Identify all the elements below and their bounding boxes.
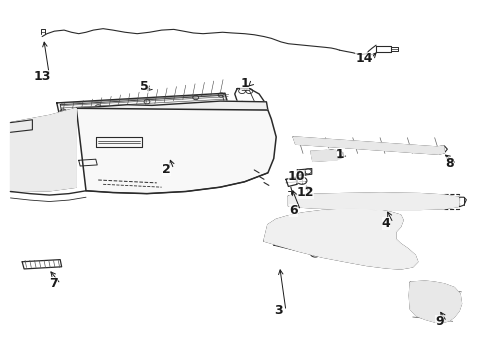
Polygon shape — [76, 108, 276, 194]
Text: 13: 13 — [33, 69, 51, 82]
Polygon shape — [288, 193, 458, 210]
Text: 12: 12 — [296, 186, 314, 199]
Polygon shape — [10, 108, 76, 192]
Text: 8: 8 — [444, 157, 453, 170]
Polygon shape — [57, 93, 228, 118]
Polygon shape — [408, 281, 461, 323]
Polygon shape — [264, 210, 417, 269]
Text: 4: 4 — [381, 216, 389, 230]
Text: 9: 9 — [434, 315, 443, 328]
Text: 5: 5 — [140, 80, 149, 93]
Polygon shape — [76, 101, 267, 115]
Text: 7: 7 — [49, 278, 58, 291]
Text: 6: 6 — [288, 204, 297, 217]
Text: 3: 3 — [274, 305, 283, 318]
Text: 14: 14 — [354, 51, 372, 64]
Text: 2: 2 — [162, 163, 170, 176]
Text: 11: 11 — [327, 148, 344, 161]
Text: 10: 10 — [287, 170, 305, 183]
Polygon shape — [310, 150, 336, 161]
Text: 1: 1 — [240, 77, 248, 90]
Polygon shape — [293, 137, 444, 154]
